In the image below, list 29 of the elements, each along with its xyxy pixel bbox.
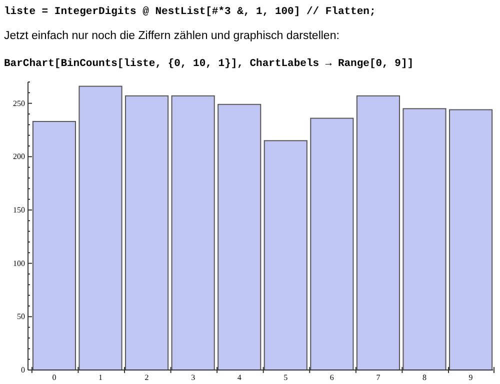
y-tick-label: 200 (13, 152, 25, 162)
y-tick-label: 100 (13, 258, 25, 268)
bar (171, 95, 215, 370)
bar (78, 86, 122, 370)
bar (32, 120, 76, 370)
x-tick-label: 5 (284, 373, 288, 382)
x-tick-label: 8 (422, 373, 426, 382)
bar (402, 108, 446, 370)
y-tick-label: 150 (13, 206, 25, 215)
bar (264, 140, 308, 370)
x-tick-label: 3 (191, 373, 196, 382)
text: BarChart[BinCounts[liste, {0, 10, 1}], ChartLabels → Range[0, 9]] (4, 58, 414, 70)
y-tick-label: 0 (21, 366, 25, 375)
x-tick-label: 7 (376, 373, 380, 382)
bar (356, 95, 400, 370)
bar (448, 109, 493, 370)
x-tick-label: 6 (330, 373, 334, 382)
x-tick-label: 9 (468, 373, 473, 382)
x-tick-label: 2 (144, 373, 149, 382)
y-tick-label: 50 (17, 312, 25, 322)
x-tick-label: 4 (237, 373, 242, 382)
x-tick-label: 0 (52, 373, 56, 382)
chart-title: liste = IntegerDigits @ NestList[#*3 &, 1, 100] // Flatten; (4, 6, 376, 18)
bar (310, 118, 354, 370)
bar (124, 95, 169, 370)
y-tick-label: 250 (13, 98, 25, 108)
x-tick-label: 1 (98, 373, 102, 382)
chart-subtitle: Jetzt einfach nur noch die Ziffern zählen und graphisch darstellen: (4, 30, 340, 42)
bar (218, 104, 262, 370)
